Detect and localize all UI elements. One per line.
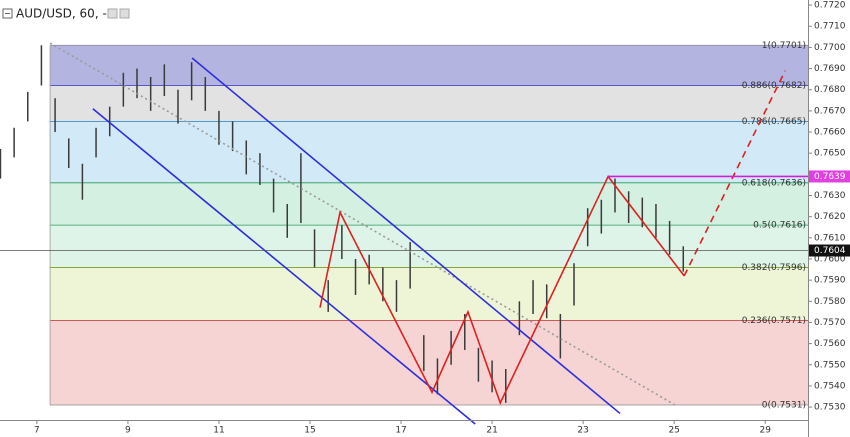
y-tick-label: 0.7530	[814, 403, 846, 413]
x-tick-label: 17	[395, 426, 406, 436]
collapse-icon[interactable]	[2, 8, 13, 19]
y-tick-label: 0.7610	[814, 233, 846, 243]
drawing-line	[49, 42, 676, 406]
y-tick-label: 0.7710	[814, 22, 846, 32]
price-tag-label: 0.7639	[814, 172, 846, 182]
price-tag-label: 0.7604	[814, 246, 846, 256]
fib-label: 0(0.7531)	[762, 400, 806, 410]
y-tick-label: 0.7550	[814, 360, 846, 370]
fib-zone	[50, 45, 808, 86]
fib-zone	[50, 267, 808, 321]
y-tick-label: 0.7680	[814, 85, 846, 95]
x-tick-label: 7	[34, 426, 40, 436]
fib-label: 0.5(0.7616)	[753, 221, 806, 231]
x-tick-label: 29	[759, 426, 771, 436]
y-tick-label: 0.7570	[814, 318, 846, 328]
settings-icon[interactable]	[107, 8, 118, 19]
drawing-line	[92, 108, 476, 425]
x-tick-label: 25	[668, 426, 679, 436]
y-tick-label: 0.7620	[814, 212, 846, 222]
x-tick-label: 23	[577, 426, 588, 436]
y-tick-label: 0.7670	[814, 106, 846, 116]
fib-label: 0.786(0.7665)	[742, 117, 806, 127]
close-icon[interactable]	[119, 8, 130, 19]
x-tick-label: 21	[486, 426, 497, 436]
y-tick-label: 0.7540	[814, 381, 846, 391]
fib-label: 0.236(0.7571)	[742, 316, 806, 326]
fib-zone	[50, 225, 808, 268]
x-tick-label: 15	[304, 426, 315, 436]
x-tick-label: 11	[213, 426, 224, 436]
y-tick-label: 0.7560	[814, 339, 846, 349]
y-tick-label: 0.7660	[814, 128, 846, 138]
fib-zone	[50, 121, 808, 183]
plot-area: 1(0.7701) 0.886(0.7682) 0.786(0.7665) 0.618…	[0, 41, 808, 425]
fib-label: 0.886(0.7682)	[742, 81, 806, 91]
fib-zone	[50, 182, 808, 226]
drawing-line	[191, 57, 621, 415]
y-tick-label: 0.7600	[814, 254, 846, 264]
fib-label: 0.618(0.7636)	[742, 178, 806, 188]
y-tick-label: 0.7700	[814, 43, 846, 53]
y-tick-label: 0.7690	[814, 64, 846, 74]
fib-label: 0.382(0.7596)	[742, 263, 806, 273]
y-tick-label: 0.7590	[814, 276, 846, 286]
y-tick-label: 0.7650	[814, 149, 846, 159]
fib-zone	[50, 320, 808, 405]
y-tick-label: 0.7720	[814, 1, 846, 11]
fib-label: 1(0.7701)	[762, 41, 806, 51]
y-tick-label: 0.7580	[814, 297, 846, 307]
y-tick-label: 0.7630	[814, 191, 846, 201]
price-tag	[809, 244, 850, 257]
x-tick-label: 9	[125, 426, 131, 436]
chart-title: AUD/USD, 60, -	[16, 7, 107, 21]
drawing-line	[683, 70, 786, 277]
price-tag	[809, 170, 850, 183]
